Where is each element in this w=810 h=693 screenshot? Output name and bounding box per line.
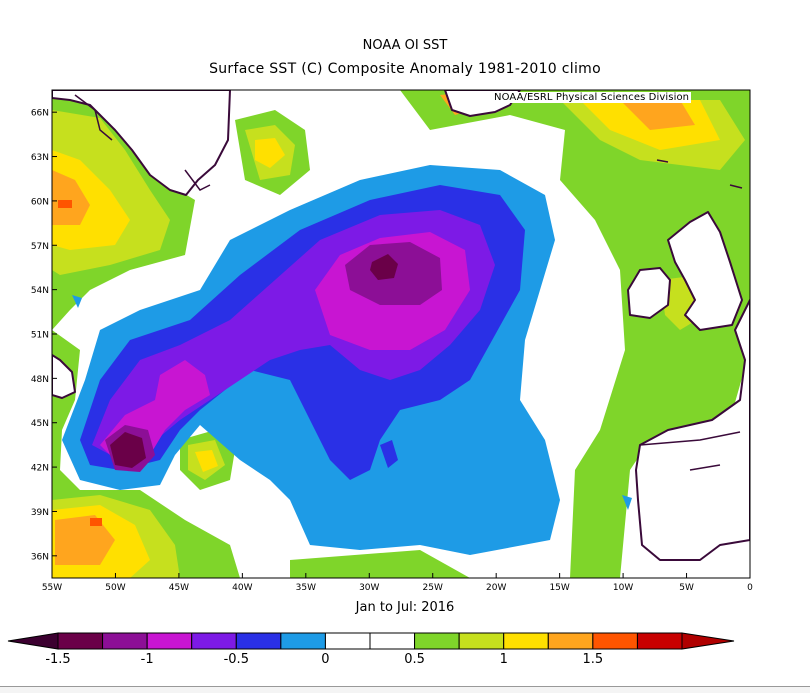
lat-tick-label: 45N: [31, 419, 49, 429]
colorbar-swatch: [102, 632, 148, 650]
colorbar-swatch: [592, 632, 638, 650]
longitude-axis: 55W 50W 45W 40W 35W 30W 25W 20W 15W 10W 5W 0: [42, 573, 753, 593]
colorbar: -1.5 -1 -0.5 0 0.5 1 1.5: [7, 632, 735, 667]
lat-tick-label: 63N: [31, 153, 49, 163]
lon-tick-label: 15W: [549, 583, 569, 593]
colorbar-tick-label: 0: [321, 652, 329, 667]
colorbar-tick-label: 0.5: [404, 652, 425, 667]
warm-area-south: [290, 550, 470, 578]
window-bottom-edge: [0, 686, 810, 693]
lon-tick-label: 5W: [679, 583, 694, 593]
chart-title: NOAA OI SST: [362, 38, 448, 53]
lat-tick-label: 57N: [31, 242, 49, 252]
lon-tick-label: 45W: [169, 583, 189, 593]
colorbar-tick-label: -0.5: [224, 652, 249, 667]
colorbar-swatch: [636, 632, 683, 650]
lat-tick-label: 36N: [31, 552, 49, 562]
greenland: [52, 90, 231, 196]
colorbar-tick-label: -1: [141, 652, 154, 667]
colorbar-swatch: [414, 632, 460, 650]
colorbar-swatch: [191, 632, 237, 650]
warm-area-northeast: [400, 90, 750, 578]
colorbar-swatch: [458, 632, 505, 650]
colorbar-swatch: [324, 632, 371, 650]
lon-tick-label: 0: [747, 583, 753, 593]
time-period-label: Jan to Jul: 2016: [355, 600, 455, 615]
lon-tick-label: 25W: [423, 583, 443, 593]
colorbar-swatch: [57, 632, 104, 650]
colorbar-tick-label: -1.5: [45, 652, 70, 667]
lon-tick-label: 20W: [486, 583, 506, 593]
lon-tick-label: 55W: [42, 583, 62, 593]
lat-tick-label: 54N: [31, 286, 49, 296]
colorbar-swatch: [235, 632, 282, 650]
coastlines: [52, 90, 750, 561]
europe-mainland: [635, 299, 750, 561]
ireland: [627, 267, 671, 319]
lon-tick-label: 10W: [613, 583, 633, 593]
colorbar-swatch: [503, 632, 549, 650]
cold-core-subpolar: [370, 254, 398, 280]
lat-tick-label: 60N: [31, 197, 49, 207]
labrador-coast: [52, 354, 76, 399]
colorbar-high-arrow: [681, 632, 735, 650]
lon-tick-label: 50W: [105, 583, 125, 593]
latitude-axis: 66N 63N 60N 57N 54N 51N 48N 45N 42N 39N 36N: [31, 109, 57, 562]
lat-tick-label: 66N: [31, 109, 49, 119]
map-field: [52, 90, 750, 578]
chart-subtitle: Surface SST (C) Composite Anomaly 1981-2…: [209, 61, 601, 77]
colorbar-swatch: [146, 632, 193, 650]
colorbar-tick-label: 1: [500, 652, 508, 667]
lat-tick-label: 51N: [31, 331, 49, 341]
great-britain: [667, 211, 743, 331]
data-source-credit: NOAA/ESRL Physical Sciences Division: [492, 92, 692, 103]
lon-tick-label: 30W: [359, 583, 379, 593]
lat-tick-label: 42N: [31, 464, 49, 474]
colorbar-low-arrow: [7, 632, 59, 650]
lat-tick-label: 48N: [31, 375, 49, 385]
colorbar-tick-label: 1.5: [583, 652, 604, 667]
lat-tick-label: 39N: [31, 508, 49, 518]
lon-tick-label: 35W: [296, 583, 316, 593]
colorbar-swatch: [280, 632, 326, 650]
lon-tick-label: 40W: [232, 583, 252, 593]
colorbar-swatch: [369, 632, 416, 650]
cold-core-labrador: [110, 432, 146, 468]
colorbar-swatch: [547, 632, 594, 650]
